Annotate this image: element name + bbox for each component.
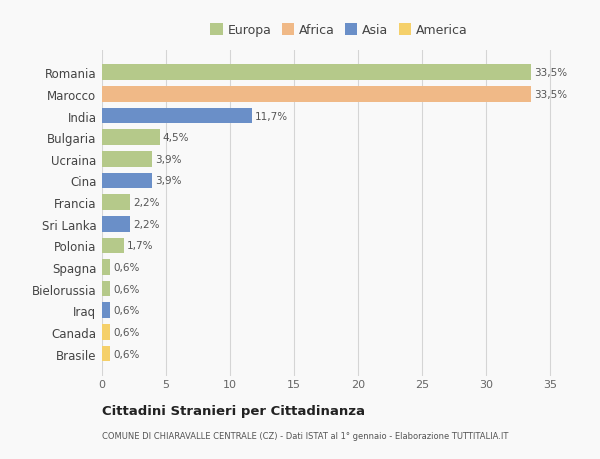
Text: 2,2%: 2,2% <box>133 219 160 229</box>
Text: 0,6%: 0,6% <box>113 306 139 316</box>
Bar <box>102 65 531 81</box>
Bar <box>102 195 130 210</box>
Bar <box>102 108 252 124</box>
Text: 2,2%: 2,2% <box>133 198 160 207</box>
Bar <box>102 238 124 254</box>
Text: 33,5%: 33,5% <box>535 90 568 100</box>
Text: Cittadini Stranieri per Cittadinanza: Cittadini Stranieri per Cittadinanza <box>102 404 365 417</box>
Text: 0,6%: 0,6% <box>113 349 139 359</box>
Text: 3,9%: 3,9% <box>155 155 182 164</box>
Bar <box>102 303 110 319</box>
Bar <box>102 281 110 297</box>
Legend: Europa, Africa, Asia, America: Europa, Africa, Asia, America <box>210 24 468 37</box>
Text: 0,6%: 0,6% <box>113 284 139 294</box>
Text: 4,5%: 4,5% <box>163 133 190 143</box>
Bar <box>102 346 110 362</box>
Bar <box>102 151 152 167</box>
Text: COMUNE DI CHIARAVALLE CENTRALE (CZ) - Dati ISTAT al 1° gennaio - Elaborazione TU: COMUNE DI CHIARAVALLE CENTRALE (CZ) - Da… <box>102 431 508 441</box>
Bar <box>102 173 152 189</box>
Text: 11,7%: 11,7% <box>255 111 288 121</box>
Bar <box>102 87 531 102</box>
Text: 33,5%: 33,5% <box>535 68 568 78</box>
Text: 1,7%: 1,7% <box>127 241 154 251</box>
Bar <box>102 260 110 275</box>
Bar <box>102 217 130 232</box>
Bar <box>102 130 160 146</box>
Text: 3,9%: 3,9% <box>155 176 182 186</box>
Text: 0,6%: 0,6% <box>113 327 139 337</box>
Text: 0,6%: 0,6% <box>113 263 139 272</box>
Bar <box>102 325 110 340</box>
